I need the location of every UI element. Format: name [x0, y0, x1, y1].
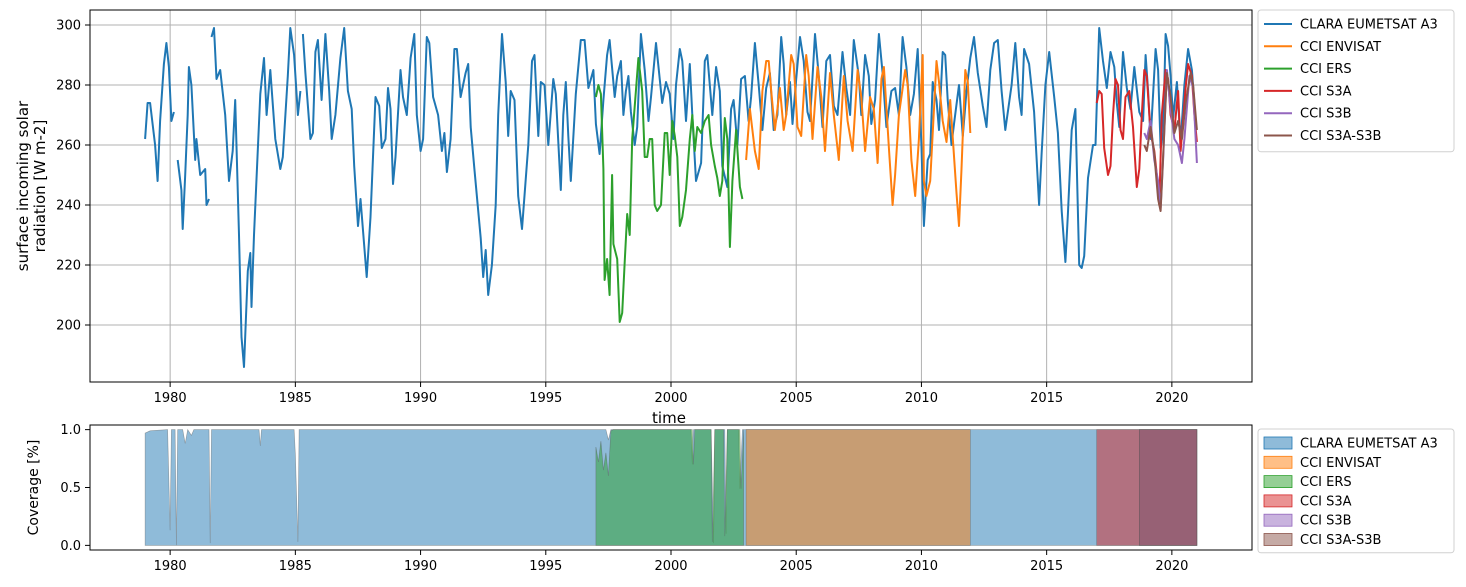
coverage-area-cci-ers: [595, 429, 744, 546]
legend-item-cci-s3a: CCI S3A: [1263, 494, 1352, 509]
series-line-clara-eumetsat-a3: [144, 27, 1197, 368]
x-axis-label: time: [652, 409, 686, 427]
legend: CLARA EUMETSAT A3 CCI ENVISAT CCI ERS CCI S…: [1257, 428, 1455, 554]
x-tick-label: 1995: [529, 391, 562, 406]
legend-patch-swatch: [1263, 436, 1293, 450]
legend-label: CCI ERS: [1300, 475, 1352, 490]
series-group: [144, 27, 1198, 368]
legend-label: CCI S3A: [1300, 494, 1352, 509]
y-tick-label: 300: [56, 19, 81, 34]
legend-label: CCI ENVISAT: [1300, 40, 1381, 55]
legend-item-cci-s3a-s3b: CCI S3A-S3B: [1263, 533, 1381, 548]
y-tick-label: 0.5: [60, 481, 81, 496]
legend-label: CLARA EUMETSAT A3: [1300, 437, 1438, 452]
legend-item-cci-envisat: CCI ENVISAT: [1263, 455, 1381, 471]
y-axis-label-line: radiation [W m-2]: [31, 120, 49, 253]
y-tick-label: 240: [56, 199, 81, 214]
legend-item-clara-eumetsat-a3: CLARA EUMETSAT A3: [1264, 18, 1438, 33]
x-tick-label: 2020: [1155, 559, 1188, 574]
legend-label: CCI S3A-S3B: [1300, 533, 1381, 548]
x-tick-label: 2015: [1030, 391, 1063, 406]
legend-item-cci-s3a: CCI S3A: [1264, 84, 1352, 99]
x-tick-label: 2010: [905, 391, 938, 406]
x-tick-label: 2000: [654, 391, 687, 406]
y-tick-label: 1.0: [60, 423, 81, 438]
series-group: [144, 428, 1198, 546]
legend-label: CCI S3B: [1300, 107, 1352, 122]
y-tick-label: 260: [56, 139, 81, 154]
x-tick-label: 2000: [654, 559, 687, 574]
series-line-cci-ers: [594, 57, 744, 323]
legend-item-cci-envisat: CCI ENVISAT: [1264, 40, 1381, 55]
legend-frame: [1257, 428, 1455, 554]
series-line-cci-s3a: [1095, 63, 1198, 206]
legend: CLARA EUMETSAT A3 CCI ENVISAT CCI ERS CCI S…: [1257, 9, 1455, 153]
x-tick-label: 2005: [780, 559, 813, 574]
y-tick-label: 200: [56, 319, 81, 334]
legend-label: CCI ENVISAT: [1300, 456, 1381, 471]
legend-label: CLARA EUMETSAT A3: [1300, 18, 1438, 33]
legend-patch-swatch: [1263, 455, 1293, 469]
x-tick-label: 1990: [404, 391, 437, 406]
legend-item-cci-ers: CCI ERS: [1264, 62, 1352, 77]
y-axis-label: Coverage [%]: [26, 440, 42, 536]
coverage-area-cci-s3a-s3b: [1139, 429, 1198, 546]
x-tick-label: 1995: [529, 559, 562, 574]
x-tick-label: 1990: [404, 559, 437, 574]
legend-patch-swatch: [1263, 533, 1293, 546]
y-axis-label-line: surface incoming solar: [14, 100, 32, 271]
x-tick-label: 2020: [1155, 391, 1188, 406]
legend-item-cci-s3b: CCI S3B: [1264, 107, 1352, 122]
x-tick-label: 2015: [1030, 559, 1063, 574]
legend-item-cci-ers: CCI ERS: [1263, 475, 1352, 490]
y-tick-label: 280: [56, 79, 81, 94]
series-line-cci-s3a-s3b: [1143, 72, 1198, 212]
legend-item-cci-s3a-s3b: CCI S3A-S3B: [1264, 129, 1381, 144]
legend-item-clara-eumetsat-a3: CLARA EUMETSAT A3: [1263, 436, 1438, 452]
y-axis-label: surface incoming solarradiation [W m-2]: [14, 100, 49, 271]
x-tick-label: 1985: [279, 391, 312, 406]
x-tick-label: 1985: [279, 559, 312, 574]
legend-patch-swatch: [1263, 494, 1293, 508]
legend-label: CCI S3A-S3B: [1300, 129, 1381, 144]
coverage-panel: 1980 1985 1990 1995 2000 2005 2010 2015 2020 0.0 0…: [26, 423, 1455, 574]
legend-patch-swatch: [1263, 513, 1293, 527]
x-tick-label: 2010: [905, 559, 938, 574]
legend-frame: [1257, 9, 1455, 153]
legend-label: CCI S3A: [1300, 84, 1352, 99]
legend-item-cci-s3b: CCI S3B: [1263, 513, 1352, 529]
legend-label: CCI ERS: [1300, 62, 1352, 77]
coverage-area-cci-envisat: [745, 429, 971, 546]
y-tick-label: 220: [56, 259, 81, 274]
legend-patch-swatch: [1263, 475, 1293, 489]
legend-label: CCI S3B: [1300, 514, 1352, 529]
x-tick-label: 1980: [154, 559, 187, 574]
y-tick-label: 0.0: [60, 539, 81, 554]
x-tick-label: 1980: [154, 391, 187, 406]
x-tick-label: 2005: [780, 391, 813, 406]
radiation-time-series-panel: 1980 1985 1990 1995 2000 2005 2010 2015 2020 200 2…: [14, 9, 1455, 427]
series-line-cci-envisat: [745, 54, 972, 227]
